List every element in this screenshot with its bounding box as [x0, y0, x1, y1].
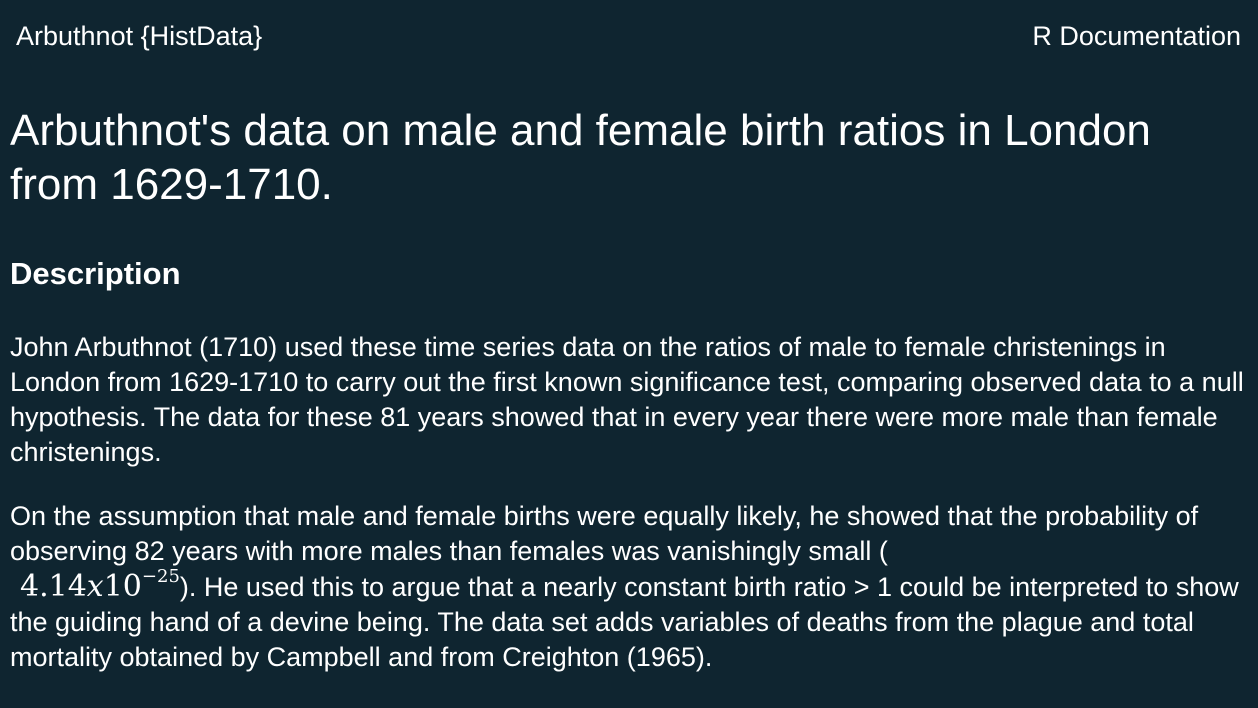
formula-base: 10	[103, 569, 142, 604]
formula-times: x	[86, 569, 104, 604]
doc-header: Arbuthnot {HistData} R Documentation	[16, 20, 1241, 52]
description-paragraph-2: On the assumption that male and female b…	[10, 499, 1250, 675]
paragraph-2-text-after: ). He used this to argue that a nearly c…	[10, 572, 1239, 672]
package-label: Arbuthnot {HistData}	[16, 21, 263, 51]
description-paragraph-1: John Arbuthnot (1710) used these time se…	[10, 332, 1244, 467]
page-title: Arbuthnot's data on male and female birt…	[10, 106, 1151, 209]
doc-source-label: R Documentation	[1032, 21, 1241, 51]
formula-mantissa: 4.14	[20, 569, 87, 604]
paragraph-2-text-before: On the assumption that male and female b…	[10, 501, 1199, 566]
section-heading-description: Description	[10, 256, 181, 291]
probability-formula: 4.14x10−25	[10, 566, 180, 605]
formula-exponent: −25	[141, 566, 180, 587]
